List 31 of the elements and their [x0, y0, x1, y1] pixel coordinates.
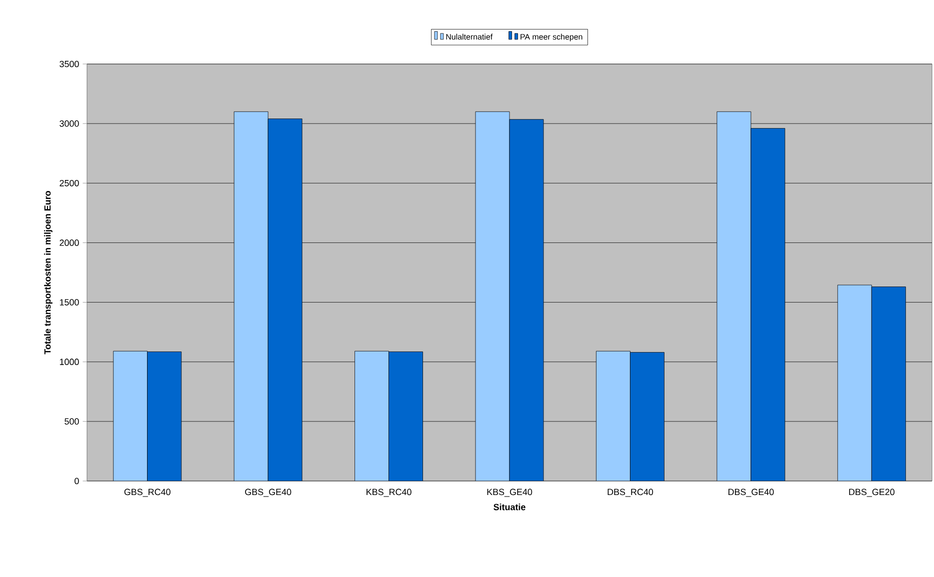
bar — [268, 118, 302, 481]
y-tick-label: 1500 — [60, 299, 79, 306]
bar — [750, 128, 786, 481]
x-axis-title: Situatie — [494, 504, 526, 510]
bar — [147, 352, 182, 481]
x-tick-label: GBS_RC40 — [124, 488, 170, 497]
bar — [837, 284, 872, 481]
bar — [475, 111, 510, 481]
x-tick-label: DBS_RC40 — [608, 488, 654, 497]
x-tick-label: GBS_GE40 — [245, 488, 292, 497]
bar — [113, 350, 148, 481]
y-tick-label: 2500 — [60, 180, 79, 186]
y-tick-label: 500 — [64, 418, 79, 425]
x-tick-label: KBS_RC40 — [366, 488, 412, 497]
y-tick-label: 2000 — [60, 240, 79, 246]
bar — [716, 111, 752, 481]
bar — [234, 111, 268, 481]
y-tick-label: 3500 — [60, 60, 79, 68]
x-tick-label: KBS_GE40 — [487, 488, 532, 497]
bar — [509, 119, 544, 481]
bar — [354, 350, 389, 481]
y-tick-label: 0 — [74, 478, 79, 484]
y-axis-title: Totale transportkosten in miljoen Euro — [44, 190, 52, 354]
y-tick-label: 1000 — [60, 358, 79, 366]
bar — [871, 286, 906, 481]
bar — [630, 352, 664, 481]
x-tick-label: DBS_GE20 — [849, 488, 894, 497]
bar — [388, 352, 423, 481]
bar — [596, 350, 630, 481]
y-tick-label: 3000 — [60, 120, 79, 127]
x-tick-label: DBS_GE40 — [728, 488, 774, 497]
